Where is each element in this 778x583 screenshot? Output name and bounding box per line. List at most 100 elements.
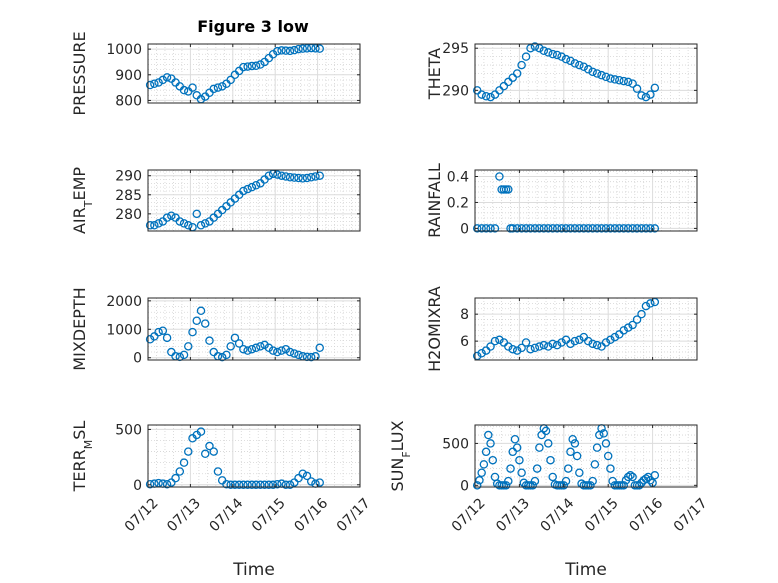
data-point [637, 309, 646, 319]
data-point [311, 172, 320, 181]
axes-box [147, 169, 361, 232]
y-tick-label: 285 [115, 188, 142, 204]
data-point [592, 69, 602, 78]
x-tick-label: 07/17 [671, 495, 711, 535]
data-point [599, 429, 609, 438]
data-point [290, 45, 299, 55]
data-point [486, 342, 495, 351]
y-tick-label: 295 [442, 41, 469, 57]
subplot-3: 280 285 290 AIRTEMP [70, 167, 361, 234]
data-point [575, 335, 584, 345]
data-point [209, 347, 218, 357]
data-point [504, 476, 513, 486]
data-point [226, 480, 235, 490]
y-tick-label: 900 [115, 68, 142, 84]
data-point [632, 315, 642, 324]
x-tick-label: 07/12 [449, 495, 489, 535]
data-point [477, 349, 486, 358]
data-point [162, 213, 172, 222]
data-point [226, 75, 235, 85]
data-point [268, 480, 278, 490]
data-point [184, 221, 193, 230]
x-tick-label: 07/14 [538, 495, 578, 535]
data-point [597, 70, 606, 80]
data-point [530, 224, 540, 233]
data-point [285, 480, 295, 490]
data-point [298, 174, 308, 183]
data-point [601, 224, 611, 233]
data-point [579, 62, 589, 72]
data-point [535, 443, 544, 452]
data-point [264, 480, 274, 490]
data-point [568, 434, 577, 444]
y-axis-label: H2OMIXRA [425, 286, 444, 372]
data-point [277, 46, 286, 55]
data-point [196, 221, 206, 230]
y-tick-label: 290 [115, 169, 142, 185]
data-point [171, 473, 180, 483]
data-point [579, 224, 589, 233]
data-point [302, 471, 312, 481]
data-point [162, 479, 172, 489]
data-point [264, 343, 274, 353]
data-point [226, 342, 235, 351]
data-point [623, 472, 633, 482]
data-point [566, 224, 575, 233]
data-point [499, 81, 509, 91]
data-point [615, 224, 624, 233]
data-point [619, 481, 628, 490]
data-point [488, 455, 498, 465]
data-point [477, 90, 486, 99]
data-point [544, 342, 553, 351]
data-point [251, 343, 261, 353]
data-point [552, 224, 562, 233]
data-point [188, 83, 197, 92]
x-tick-label: 07/13 [493, 495, 533, 535]
data-point [557, 224, 566, 233]
data-point [490, 224, 500, 233]
data-point [535, 342, 544, 351]
data-point [268, 346, 278, 355]
data-point [583, 336, 593, 346]
data-point [200, 449, 210, 459]
data-point [477, 224, 486, 233]
data-point [213, 83, 223, 92]
data-point [484, 430, 493, 440]
data-point [561, 54, 571, 64]
data-point [646, 90, 655, 99]
data-point [273, 170, 282, 179]
y-tick-label: 280 [115, 207, 142, 223]
data-point [167, 478, 176, 487]
data-point [517, 60, 526, 70]
data-point [535, 43, 544, 53]
subplot-5: 0 1000 2000 MIXDEPTH [70, 287, 361, 371]
data-point [532, 464, 542, 473]
x-tick-label: 07/15 [582, 495, 622, 535]
data-point [264, 171, 274, 180]
data-point [209, 84, 218, 94]
data-point [601, 338, 611, 347]
data-point [184, 342, 193, 351]
data-point [251, 61, 261, 71]
data-point [285, 46, 295, 56]
x-axis-label: Time [232, 560, 275, 580]
data-point [544, 439, 553, 448]
data-point [637, 224, 646, 233]
data-point [196, 306, 206, 316]
data-point [188, 327, 197, 337]
data-point [315, 478, 324, 487]
data-point [619, 224, 628, 233]
data-point [641, 474, 651, 483]
data-point [239, 480, 248, 490]
data-point [566, 339, 575, 349]
data-point [472, 86, 482, 95]
data-point [506, 464, 515, 473]
subplot-7: 0 500 07/12 07/13 07/14 07/15 07/16 07/17 TERRMS… [70, 421, 374, 580]
data-point [154, 78, 163, 87]
data-point [200, 219, 210, 228]
x-axis-label: Time [564, 560, 607, 580]
figure-title: Figure 3 low [197, 17, 309, 36]
data-point [285, 172, 295, 182]
data-point [504, 77, 513, 87]
data-point [583, 65, 593, 74]
